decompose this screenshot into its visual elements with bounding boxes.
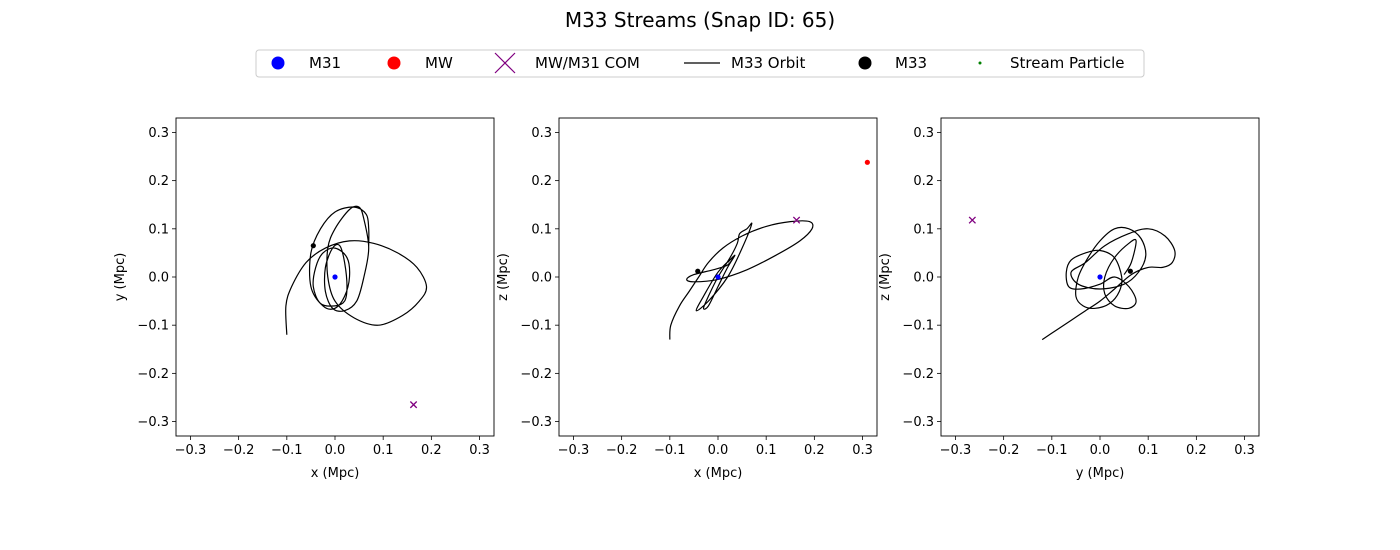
y-tick-label: 0.3 [913,126,934,141]
y-axis-label: z (Mpc) [878,253,893,301]
x-tick-label: 0.3 [469,443,490,458]
y-tick-label: 0.0 [913,271,934,286]
mw-m31-com-marker [968,216,976,224]
x-tick-label: 0.0 [325,443,346,458]
m31-point [1097,274,1103,280]
legend-label-5: Stream Particle [1010,54,1124,72]
plot-data [968,216,1176,341]
subplot-xy: −0.3 −0.2 −0.1 0.0 0.1 0.2 0.3 −0.3 −0.2 −0.1 0.0 0… [113,117,495,481]
legend-marker-2 [494,52,516,74]
m33-orbit-line [669,220,814,340]
legend-marker-4 [858,56,872,70]
x-tick-label: 0.1 [1138,443,1159,458]
m33-point [695,268,701,274]
x-tick-label: −0.2 [223,443,255,458]
y-tick-label: 0.2 [913,174,934,189]
mw-m31-com-marker [409,401,418,409]
y-tick-label: 0.2 [531,174,552,189]
legend-marker-0 [271,56,285,70]
x-tick-label: 0.2 [804,443,825,458]
plot-frame [558,117,878,437]
y-tick-label: −0.3 [902,415,934,430]
x-tick-label: 0.3 [852,443,873,458]
y-tick-label: −0.1 [137,319,169,334]
plot-frame [175,117,495,437]
y-tick-label: −0.2 [520,367,552,382]
legend: M31 MW MW/M31 COM M33 Orbit M33 Stream Partic… [255,49,1145,78]
legend-label-1: MW [425,54,453,72]
legend-label-3: M33 Orbit [731,54,805,72]
mw-point [864,159,870,165]
y-tick-label: 0.0 [531,271,552,286]
y-tick-label: −0.3 [520,415,552,430]
x-axis-label: x (Mpc) [311,466,360,481]
m33-point [1127,268,1133,274]
mw-m31-com-marker [792,216,801,224]
m31-point [715,274,721,280]
x-tick-label: −0.3 [940,443,972,458]
x-tick-label: −0.1 [654,443,686,458]
m33-orbit-line [285,205,428,335]
y-axis-label: y (Mpc) [113,253,128,302]
x-tick-label: 0.2 [421,443,442,458]
x-tick-label: 0.2 [1186,443,1207,458]
subplot-yz: −0.3 −0.2 −0.1 0.0 0.1 0.2 0.3 −0.3 −0.2 −0.1 0.0 0… [878,117,1260,481]
y-tick-label: 0.1 [913,222,934,237]
m31-point [332,274,338,280]
y-tick-label: 0.3 [148,126,169,141]
y-tick-label: 0.1 [531,222,552,237]
plot-frame [940,117,1260,437]
y-axis-label: z (Mpc) [496,253,511,301]
y-tick-label: 0.0 [148,271,169,286]
x-tick-label: −0.1 [271,443,303,458]
y-tick-label: −0.1 [520,319,552,334]
x-tick-label: −0.3 [175,443,207,458]
m33-point [310,243,316,249]
x-tick-label: −0.2 [988,443,1020,458]
x-tick-label: 0.3 [1234,443,1255,458]
y-tick-label: −0.2 [137,367,169,382]
x-tick-label: −0.3 [558,443,590,458]
legend-label-2: MW/M31 COM [535,54,640,72]
legend-label-0: M31 [309,54,341,72]
plot-data [285,205,428,409]
y-tick-label: −0.1 [902,319,934,334]
x-axis-label: y (Mpc) [1076,466,1125,481]
subplot-xz: −0.3 −0.2 −0.1 0.0 0.1 0.2 0.3 −0.3 −0.2 −0.1 0.0 0… [496,117,878,481]
x-tick-label: 0.1 [373,443,394,458]
x-tick-label: 0.0 [1090,443,1111,458]
y-tick-label: 0.1 [148,222,169,237]
figure-title: M33 Streams (Snap ID: 65) [565,8,835,32]
legend-marker-5 [978,61,982,65]
m33-orbit-line [1041,226,1176,341]
x-tick-label: −0.1 [1036,443,1068,458]
plot-data [669,159,870,340]
x-axis-label: x (Mpc) [694,466,743,481]
y-tick-label: 0.3 [531,126,552,141]
x-tick-label: 0.1 [756,443,777,458]
y-tick-label: 0.2 [148,174,169,189]
y-tick-label: −0.3 [137,415,169,430]
x-tick-label: −0.2 [606,443,638,458]
legend-marker-1 [387,56,401,70]
legend-label-4: M33 [895,54,927,72]
x-tick-label: 0.0 [708,443,729,458]
y-tick-label: −0.2 [902,367,934,382]
